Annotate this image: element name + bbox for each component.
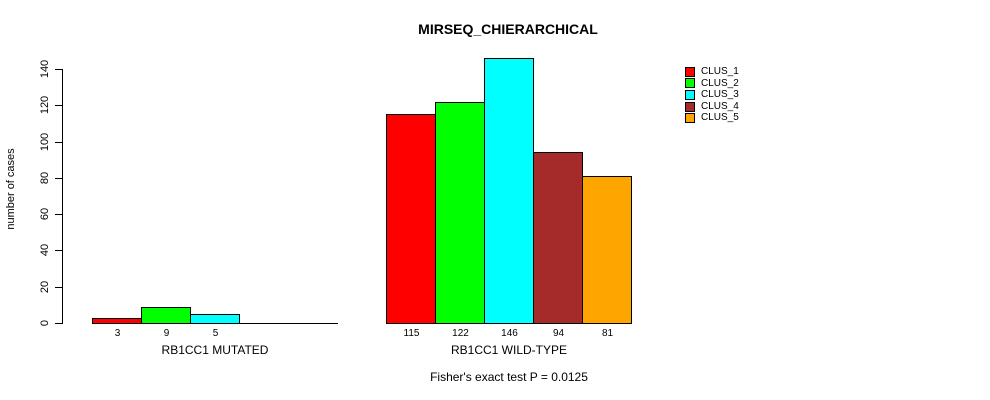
bar-value-label: 5 [212,328,219,339]
x-group-label-wildtype: RB1CC1 WILD-TYPE [450,343,568,357]
fisher-test-annotation: Fisher's exact test P = 0.0125 [430,370,588,384]
bar-clus_2-group1 [141,307,191,324]
legend-swatch-icon [685,101,695,112]
bar-clus_3-group2 [484,58,534,324]
bar-value-label: 81 [601,328,614,339]
bar-value-label: 9 [163,328,170,339]
y-tick-mark [55,178,62,179]
chart-title: MIRSEQ_CHIERARCHICAL [418,21,598,37]
legend-swatch-icon [685,113,695,124]
y-tick-mark [55,105,62,106]
legend-swatch-icon [685,89,695,100]
y-tick-label: 100 [39,132,51,152]
legend-item: CLUS_1 [685,66,739,78]
legend-swatch-icon [685,78,695,89]
bar-clus_1-group1 [92,318,142,324]
bar-value-label: 94 [552,328,565,339]
legend-label: CLUS_5 [701,112,739,124]
y-tick-label: 20 [39,280,51,294]
legend-label: CLUS_3 [701,89,739,101]
bar-value-label: 115 [403,328,420,339]
legend-label: CLUS_2 [701,77,739,89]
y-tick-mark [55,69,62,70]
legend-item: CLUS_5 [685,112,739,124]
bar-value-label: 3 [114,328,121,339]
legend-swatch-icon [685,66,695,77]
bar-clus_1-group2 [386,114,436,324]
y-tick-label: 140 [39,59,51,79]
y-axis-label: number of cases [5,148,17,230]
bar-value-label: 146 [501,328,518,339]
bar-clus_5-group2 [582,176,632,324]
y-tick-label: 80 [39,171,51,185]
bar-clus_2-group2 [435,102,485,324]
x-group-label-mutated: RB1CC1 MUTATED [161,343,269,357]
legend-item: CLUS_4 [685,101,739,113]
legend-item: CLUS_3 [685,89,739,101]
y-tick-mark [55,250,62,251]
legend-label: CLUS_1 [701,66,739,77]
bar-value-label: 122 [452,328,469,339]
legend-label: CLUS_4 [701,100,739,112]
y-tick-label: 120 [39,95,51,115]
y-axis-line [62,69,63,324]
bar-clus_3-group1 [190,314,240,324]
y-tick-label: 0 [39,319,51,327]
y-tick-mark [55,287,62,288]
legend: CLUS_1 CLUS_2 CLUS_3 CLUS_4 CLUS_5 [685,66,739,124]
y-tick-mark [55,214,62,215]
legend-item: CLUS_2 [685,78,739,90]
bar-clus_4-group2 [533,152,583,324]
y-tick-mark [55,323,62,324]
y-tick-mark [55,142,62,143]
y-tick-label: 60 [39,207,51,221]
y-tick-label: 40 [39,243,51,257]
